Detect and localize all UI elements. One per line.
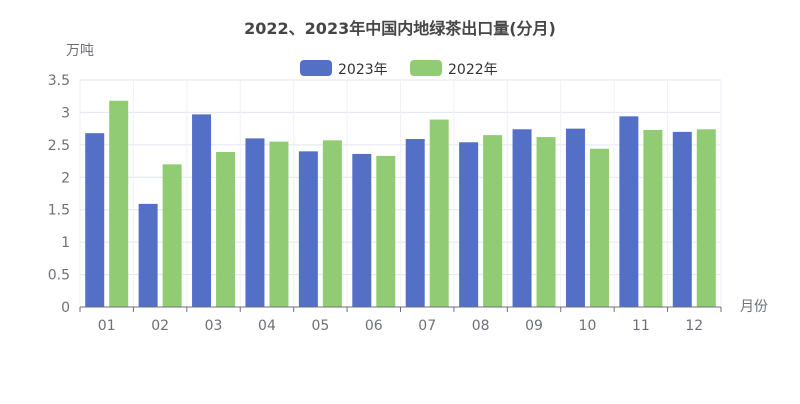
y-tick-label: 1 xyxy=(61,235,70,251)
legend-swatch[interactable] xyxy=(300,60,332,76)
x-axis-label: 月份 xyxy=(740,299,768,315)
y-tick-label: 2 xyxy=(61,170,70,186)
y-tick-label: 0 xyxy=(61,300,70,316)
bar-series-1-01[interactable] xyxy=(85,133,105,307)
bar-series-2-06[interactable] xyxy=(376,155,396,307)
bar-series-2-11[interactable] xyxy=(643,129,663,307)
bar-series-1-07[interactable] xyxy=(405,139,425,307)
axes: 0 0.5 1 1.5 2 2.5 3 3.5 01 02 03 04 05 06 07 08 09 10 11 12 xyxy=(48,73,722,334)
y-tick-label: 3 xyxy=(61,105,70,121)
bar-series-1-12[interactable] xyxy=(672,131,692,307)
y-tick-label: 3.5 xyxy=(48,73,70,89)
grid xyxy=(79,79,722,307)
y-tick-label: 0.5 xyxy=(48,268,70,284)
x-tick-label: 03 xyxy=(205,318,223,334)
bar-series-2-04[interactable] xyxy=(269,141,289,307)
bar-series-1-11[interactable] xyxy=(619,116,639,307)
bar-series-1-06[interactable] xyxy=(352,153,372,307)
bar-series-2-03[interactable] xyxy=(216,151,236,307)
bar-series-1-10[interactable] xyxy=(565,128,585,307)
bar-series-2-05[interactable] xyxy=(322,140,342,307)
bar-series-2-07[interactable] xyxy=(429,119,449,307)
x-tick-label: 04 xyxy=(258,318,276,334)
x-tick-label: 11 xyxy=(632,318,650,334)
bar-series-1-08[interactable] xyxy=(459,142,479,307)
legend-label[interactable]: 2022年 xyxy=(448,62,498,78)
bar-series-2-08[interactable] xyxy=(483,135,503,307)
bar-series-2-09[interactable] xyxy=(536,137,556,307)
x-tick-label: 10 xyxy=(579,318,597,334)
x-tick-label: 05 xyxy=(311,318,329,334)
bar-series-1-02[interactable] xyxy=(138,203,158,307)
bar-series-1-09[interactable] xyxy=(512,129,532,307)
legend-label[interactable]: 2023年 xyxy=(338,62,388,78)
bar-series-2-12[interactable] xyxy=(696,129,716,307)
bars xyxy=(85,100,716,307)
bar-series-1-03[interactable] xyxy=(192,114,212,307)
x-tick-label: 09 xyxy=(525,318,543,334)
x-tick-label: 06 xyxy=(365,318,383,334)
x-tick-label: 02 xyxy=(151,318,169,334)
legend: 2023年 2022年 xyxy=(300,60,498,78)
y-axis-label: 万吨 xyxy=(66,43,94,59)
y-tick-label: 2.5 xyxy=(48,138,70,154)
x-tick-label: 07 xyxy=(418,318,436,334)
bar-series-1-04[interactable] xyxy=(245,138,265,307)
x-tick-label: 08 xyxy=(472,318,490,334)
bar-series-2-02[interactable] xyxy=(162,164,182,307)
legend-swatch[interactable] xyxy=(410,60,442,76)
x-tick-label: 01 xyxy=(98,318,116,334)
bar-series-2-01[interactable] xyxy=(109,100,129,307)
x-tick-label: 12 xyxy=(685,318,703,334)
chart-title: 2022、2023年中国内地绿茶出口量(分月) xyxy=(244,19,556,38)
y-tick-label: 1.5 xyxy=(48,203,70,219)
bar-series-2-10[interactable] xyxy=(589,148,609,307)
bar-series-1-05[interactable] xyxy=(298,151,318,307)
